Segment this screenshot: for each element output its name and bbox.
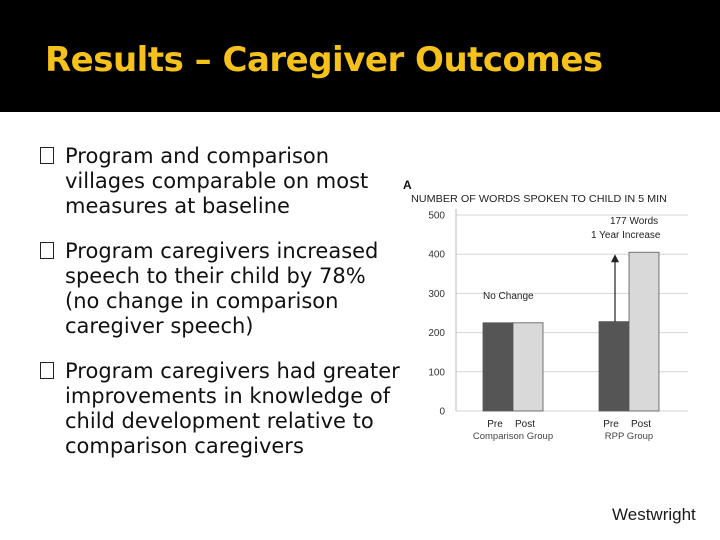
square-bullet-icon: [40, 242, 54, 259]
x-category-label: Post: [515, 419, 535, 430]
arrow-head: [611, 254, 619, 263]
x-group-label: RPP Group: [605, 431, 653, 442]
bullet-text: Program caregivers increased speech to t…: [65, 239, 379, 338]
bullet-text: Program caregivers had greater improveme…: [65, 359, 400, 458]
y-tick-label: 100: [428, 367, 445, 378]
bullet-item: Program caregivers had greater improveme…: [40, 359, 400, 459]
increase-period-annotation: 1 Year Increase: [591, 230, 661, 241]
words-bar-chart: A NUMBER OF WORDS SPOKEN TO CHILD IN 5 M…: [403, 178, 688, 442]
bar: [628, 251, 660, 412]
chart-title: NUMBER OF WORDS SPOKEN TO CHILD IN 5 MIN: [411, 193, 667, 205]
bullet-text: Program and comparison villages comparab…: [65, 144, 369, 218]
x-category-label: Pre: [603, 419, 619, 430]
y-tick-label: 400: [428, 250, 445, 261]
y-tick-label: 300: [428, 289, 445, 300]
bar: [512, 322, 544, 412]
y-axis-ticks: 0 100 200 300 400 500: [428, 211, 445, 418]
bar: [598, 321, 630, 412]
x-group-label: Comparison Group: [473, 431, 553, 442]
x-category-label: Post: [631, 419, 651, 430]
bullet-list: Program and comparison villages comparab…: [40, 144, 400, 479]
x-category-label: Pre: [487, 419, 503, 430]
y-tick-label: 0: [439, 407, 445, 418]
no-change-annotation: No Change: [483, 291, 534, 302]
bullet-item: Program and comparison villages comparab…: [40, 144, 400, 219]
bar: [482, 322, 514, 412]
square-bullet-icon: [40, 362, 54, 379]
y-tick-label: 500: [428, 211, 445, 222]
increase-value-annotation: 177 Words: [610, 216, 658, 227]
title-bar: Results – Caregiver Outcomes: [0, 0, 720, 112]
footer-author: Westwright: [612, 505, 696, 524]
chart-bars: [482, 251, 660, 412]
chart-panel-label: A: [403, 178, 412, 192]
square-bullet-icon: [40, 147, 54, 164]
bullet-item: Program caregivers increased speech to t…: [40, 239, 400, 339]
y-tick-label: 200: [428, 328, 445, 339]
slide-title: Results – Caregiver Outcomes: [45, 40, 603, 80]
increase-arrow: [611, 254, 619, 322]
